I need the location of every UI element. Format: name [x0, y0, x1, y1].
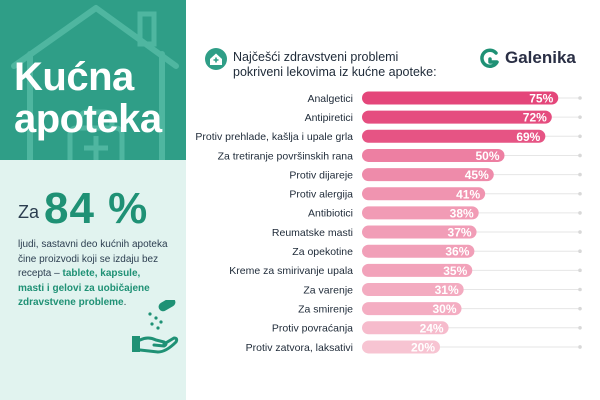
value-label: 69%: [516, 130, 540, 144]
bar-track-end-dot: [578, 306, 582, 311]
value-label: 31%: [435, 283, 459, 297]
chart-title-line-2: pokriveni lekovima iz kućne apoteke:: [233, 65, 437, 79]
bar-row: Protiv prehlade, kašlja i upale grla 69%: [195, 129, 582, 144]
category-label: Protiv povraćanja: [272, 323, 353, 335]
galenika-g-logo-icon: [480, 48, 499, 68]
bar: [362, 91, 559, 105]
category-label: Analgetici: [307, 93, 353, 105]
bar-track-end-dot: [578, 153, 582, 158]
bar: [362, 321, 449, 335]
stat-value: 84 %: [44, 184, 149, 233]
value-label: 45%: [465, 168, 489, 182]
bar: [362, 129, 546, 143]
value-label: 38%: [450, 206, 474, 220]
value-label: 24%: [420, 321, 444, 335]
title-line-1: Kućna: [14, 55, 134, 99]
hand-pills-icon: [132, 300, 179, 354]
bar-row: Protiv zatvora, laksativi 20%: [246, 340, 582, 354]
bar: [362, 244, 475, 258]
bar: [362, 206, 479, 220]
bar: [362, 340, 440, 354]
bar-row: Protiv alergija 41%: [289, 187, 582, 201]
bar-row: Za varenje 31%: [303, 283, 582, 297]
category-label: Protiv dijareje: [289, 169, 353, 181]
bar: [362, 302, 462, 316]
category-label: Antibiotici: [308, 208, 353, 220]
bar: [362, 168, 494, 182]
bar-row: Za smirenje 30%: [298, 302, 582, 316]
house-icon: [11, 5, 179, 160]
bar-track-end-dot: [578, 134, 582, 139]
bar-track-end-dot: [578, 211, 582, 215]
category-label: Protiv prehlade, kašlja i upale grla: [195, 131, 353, 143]
category-label: Kreme za smirivanje upala: [229, 265, 353, 277]
category-label: Za smirenje: [298, 303, 353, 315]
stat-prefix: Za: [18, 202, 40, 222]
bar-track-end-dot: [578, 249, 582, 253]
bar: [362, 283, 464, 296]
bar-track-end-dot: [578, 172, 582, 177]
bar-row: Antibiotici 38%: [308, 206, 582, 220]
category-label: Za varenje: [303, 284, 353, 296]
chart-title-line-1: Najčešći zdravstveni problemi: [233, 50, 399, 64]
bar-track-end-dot: [578, 326, 582, 330]
category-label: Protiv alergija: [289, 189, 353, 201]
category-label: Protiv zatvora, laksativi: [246, 342, 353, 354]
value-label: 35%: [443, 264, 467, 278]
value-label: 36%: [445, 245, 469, 259]
value-label: 37%: [448, 226, 472, 240]
bar: [362, 225, 477, 239]
bar-track-end-dot: [578, 345, 582, 349]
value-label: 20%: [411, 340, 435, 354]
value-label: 72%: [523, 111, 547, 125]
bar-track-end-dot: [578, 96, 582, 100]
bar-row: Protiv povraćanja 24%: [272, 321, 582, 335]
category-label: Za tretiranje površinskih rana: [218, 150, 354, 162]
bar-row: Protiv dijareje 45%: [289, 168, 582, 182]
bar-track-end-dot: [578, 287, 582, 292]
stat-text-highlight: tablete, kapsule, masti i gelovi za uobi…: [18, 268, 150, 308]
chart-title: Najčešći zdravstveni problemi pokriveni …: [233, 50, 473, 80]
stat-description: ljudi, sastavni deo kućnih apoteka čine …: [18, 238, 168, 311]
stat-text-2: .: [123, 297, 127, 308]
bar-row: Analgetici 75%: [307, 91, 582, 106]
bar: [362, 263, 473, 277]
category-label: Antipiretici: [305, 112, 353, 124]
value-label: 30%: [432, 302, 456, 316]
bar: [362, 110, 552, 124]
bar-track-end-dot: [578, 115, 582, 119]
category-label: Reumatske masti: [272, 227, 353, 239]
title-line-2: apoteka: [14, 97, 162, 141]
stat-panel: Za 84 % ljudi, sastavni deo kućnih apote…: [0, 160, 186, 400]
bar: [362, 148, 505, 162]
bar-track-end-dot: [578, 268, 582, 273]
value-label: 50%: [475, 149, 499, 163]
house-cross-icon: [205, 48, 227, 70]
bar-track-end-dot: [578, 191, 582, 196]
bar: [362, 187, 486, 201]
value-label: 75%: [529, 92, 553, 106]
stat-text-1: ljudi, sastavni deo kućnih apoteka čine …: [18, 239, 168, 279]
title-panel: Kućna apoteka: [0, 0, 186, 160]
bar-row: Kreme za smirivanje upala 35%: [229, 263, 582, 278]
value-label: 41%: [456, 187, 480, 201]
bar-row: Za tretiranje površinskih rana 50%: [218, 148, 582, 163]
page-title: Kućna apoteka: [14, 56, 162, 140]
bar-row: Za opekotine 36%: [292, 244, 582, 259]
brand-logo: Galenika: [480, 48, 576, 68]
bar-track-end-dot: [578, 230, 582, 234]
brand-name: Galenika: [505, 48, 576, 67]
bar-row: Antipiretici 72%: [305, 110, 582, 125]
bar-row: Reumatske masti 37%: [272, 225, 582, 240]
category-label: Za opekotine: [292, 246, 353, 258]
